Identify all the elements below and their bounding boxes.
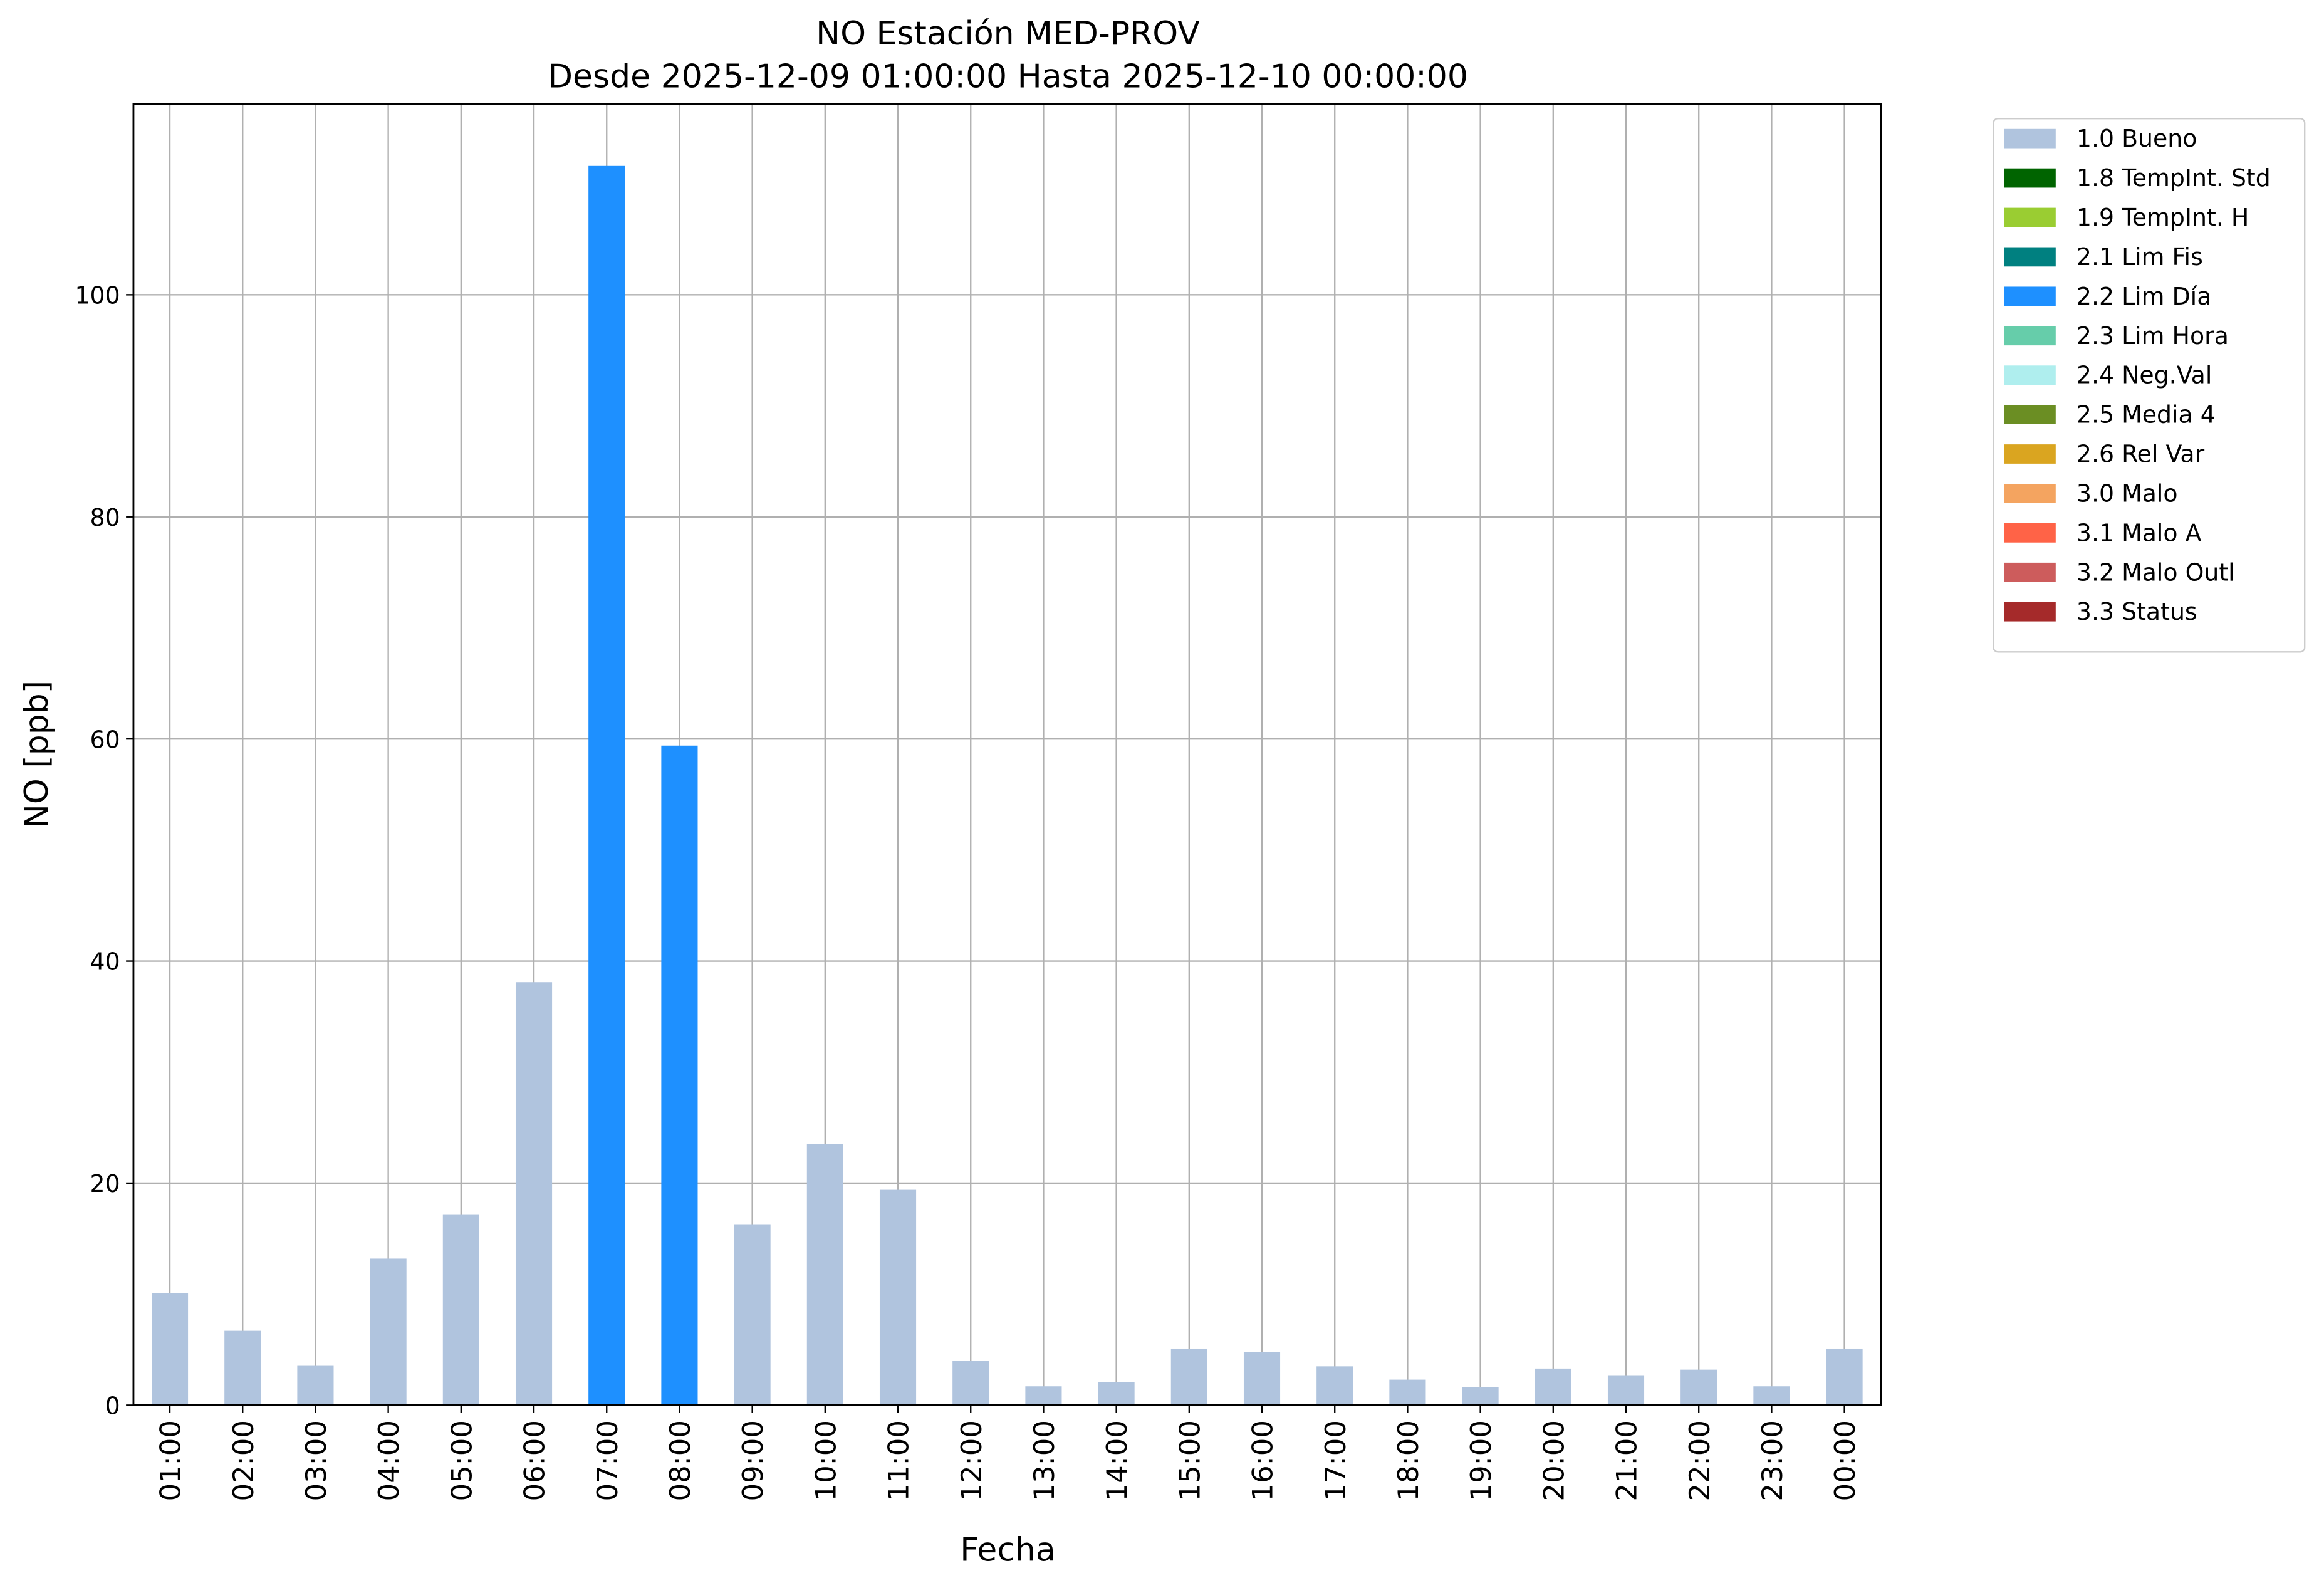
bar (515, 982, 553, 1406)
y-tick-label: 0 (105, 1392, 120, 1420)
x-tick-label: 20:00 (1537, 1420, 1570, 1502)
legend-swatch (2004, 523, 2056, 543)
bar (1607, 1375, 1645, 1406)
x-tick-label: 03:00 (300, 1420, 333, 1502)
x-tick-label: 11:00 (882, 1420, 915, 1502)
bar (952, 1361, 989, 1406)
x-tick-label: 22:00 (1683, 1420, 1716, 1502)
legend-label: 2.6 Rel Var (2076, 441, 2205, 468)
x-axis-label: Fecha (960, 1532, 1056, 1569)
x-tick-label: 09:00 (736, 1420, 769, 1502)
plot-frame (132, 103, 1882, 1406)
y-tick-label: 60 (90, 726, 120, 753)
x-tick-label: 15:00 (1173, 1420, 1206, 1502)
legend-label: 2.3 Lim Hora (2076, 322, 2229, 350)
bar (806, 1144, 843, 1406)
bar (370, 1258, 407, 1406)
bar (661, 745, 698, 1406)
y-tick-label: 40 (90, 948, 120, 976)
x-tick-label: 01:00 (154, 1420, 187, 1502)
x-tick-label: 17:00 (1319, 1420, 1352, 1502)
legend-label: 1.8 TempInt. Std (2076, 164, 2271, 192)
legend-swatch (2004, 602, 2056, 622)
legend-label: 2.1 Lim Fis (2076, 243, 2203, 271)
legend-swatch (2004, 168, 2056, 188)
bar (297, 1365, 334, 1406)
x-tick-label: 02:00 (227, 1420, 260, 1502)
x-tick-label: 14:00 (1100, 1420, 1133, 1502)
legend-label: 2.5 Media 4 (2076, 401, 2216, 429)
x-tick-label: 07:00 (591, 1420, 624, 1502)
legend-swatch (2004, 562, 2056, 582)
bar (151, 1293, 189, 1406)
axes: 0 20 40 60 80 100 01:00 02:00 03:00 04:00 05:00 06:… (75, 103, 1882, 1502)
x-tick-label: 18:00 (1392, 1420, 1425, 1502)
legend-swatch (2004, 326, 2056, 346)
bar (1753, 1386, 1790, 1406)
legend-label: 2.2 Lim Día (2076, 283, 2211, 310)
legend-box (1993, 118, 2306, 653)
bar (1826, 1348, 1863, 1406)
legend-label: 3.2 Malo Outl (2076, 558, 2235, 586)
legend-swatch (2004, 247, 2056, 267)
legend-label: 1.0 Bueno (2076, 125, 2197, 152)
x-tick-label: 23:00 (1756, 1420, 1789, 1502)
bar (1389, 1379, 1426, 1406)
bar (879, 1189, 917, 1406)
y-tick-label: 20 (90, 1170, 120, 1198)
x-tick-label: 16:00 (1246, 1420, 1279, 1502)
bar (1316, 1366, 1353, 1406)
bar (1098, 1382, 1135, 1406)
bar (442, 1214, 479, 1406)
legend-label: 2.4 Neg.Val (2076, 362, 2212, 389)
legend-label: 3.1 Malo A (2076, 519, 2202, 546)
x-tick-label: 04:00 (372, 1420, 405, 1502)
y-axis-label: NO [ppb] (18, 681, 56, 828)
x-tick-label: 08:00 (664, 1420, 697, 1502)
bar (588, 165, 625, 1406)
legend-swatch (2004, 207, 2056, 227)
x-tick-label: 12:00 (955, 1420, 988, 1502)
legend-label: 3.3 Status (2076, 598, 2197, 625)
y-tick-label: 100 (75, 282, 120, 310)
bar (1170, 1348, 1207, 1406)
bar (1025, 1386, 1062, 1406)
legend-swatch (2004, 286, 2056, 306)
x-tick-label: 10:00 (809, 1420, 842, 1502)
legend-label: 1.9 TempInt. H (2076, 204, 2249, 231)
bars (151, 165, 1863, 1406)
bar (1462, 1387, 1499, 1406)
x-tick-label: 19:00 (1464, 1420, 1498, 1502)
legend-swatch (2004, 484, 2056, 503)
legend-swatch (2004, 405, 2056, 424)
legend-swatch (2004, 365, 2056, 385)
bar (1680, 1369, 1717, 1406)
chart-title: NO Estación MED-PROV (816, 15, 1200, 53)
bar (734, 1224, 771, 1406)
bar (1243, 1352, 1281, 1406)
legend-swatch (2004, 444, 2056, 464)
legend: 1.0 Bueno 1.8 TempInt. Std 1.9 TempInt. H 2… (1993, 118, 2306, 653)
x-tick-label: 13:00 (1028, 1420, 1061, 1502)
x-tick-label: 05:00 (445, 1420, 478, 1502)
x-tick-label: 21:00 (1610, 1420, 1644, 1502)
y-tick-label: 80 (90, 504, 120, 531)
legend-label: 3.0 Malo (2076, 479, 2178, 507)
chart-subtitle: Desde 2025-12-09 01:00:00 Hasta 2025-12-… (548, 58, 1468, 96)
x-tick-label: 00:00 (1828, 1420, 1862, 1502)
bar (224, 1330, 261, 1406)
legend-swatch (2004, 128, 2056, 149)
x-tick-label: 06:00 (518, 1420, 551, 1502)
bar (1535, 1368, 1571, 1406)
